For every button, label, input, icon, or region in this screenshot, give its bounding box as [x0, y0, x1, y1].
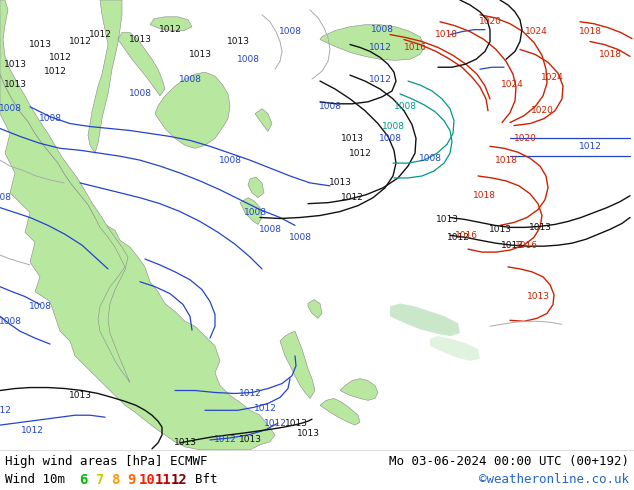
Text: 1012: 1012	[89, 30, 112, 39]
Text: 1008: 1008	[370, 25, 394, 34]
Text: 1020: 1020	[531, 106, 553, 115]
Text: 8: 8	[111, 473, 119, 487]
Text: Mo 03-06-2024 00:00 UTC (00+192): Mo 03-06-2024 00:00 UTC (00+192)	[389, 455, 629, 468]
Polygon shape	[150, 17, 192, 31]
Text: 1024: 1024	[501, 79, 524, 89]
Text: 1012: 1012	[579, 142, 602, 151]
Text: 1008: 1008	[0, 193, 11, 202]
Text: 1008: 1008	[39, 114, 61, 123]
Text: 7: 7	[95, 473, 103, 487]
Text: 1012: 1012	[349, 149, 372, 158]
Text: 1008: 1008	[29, 302, 51, 311]
Polygon shape	[88, 0, 122, 153]
Polygon shape	[118, 33, 165, 96]
Text: 1013: 1013	[4, 79, 27, 89]
Text: 1016: 1016	[515, 241, 538, 250]
Polygon shape	[390, 303, 460, 336]
Text: Bft: Bft	[195, 473, 217, 487]
Text: 1012: 1012	[0, 406, 11, 415]
Text: 10: 10	[139, 473, 155, 487]
Text: 1008: 1008	[0, 317, 22, 326]
Text: 1020: 1020	[479, 17, 501, 26]
Text: 1008: 1008	[378, 134, 401, 143]
Polygon shape	[0, 0, 130, 383]
Text: 1008: 1008	[382, 122, 404, 131]
Text: 1016: 1016	[403, 43, 427, 52]
Text: 1008: 1008	[179, 74, 202, 84]
Text: 1008: 1008	[236, 55, 259, 64]
Polygon shape	[430, 336, 480, 361]
Text: 1012: 1012	[158, 25, 181, 34]
Text: 1013: 1013	[340, 134, 363, 143]
Text: 1008: 1008	[288, 233, 311, 242]
Text: 1018: 1018	[598, 50, 621, 59]
Polygon shape	[255, 109, 272, 131]
Text: 1008: 1008	[394, 102, 417, 111]
Text: 1012: 1012	[238, 389, 261, 398]
Text: 1013: 1013	[238, 436, 261, 444]
Text: Wind 10m: Wind 10m	[5, 473, 65, 487]
Text: 1013: 1013	[174, 439, 197, 447]
Text: 1013: 1013	[328, 178, 351, 187]
Text: 1013: 1013	[500, 241, 524, 250]
Text: 1016: 1016	[455, 231, 477, 240]
Text: 1024: 1024	[541, 73, 564, 82]
Text: 1013: 1013	[29, 40, 51, 49]
Text: High wind areas [hPa] ECMWF: High wind areas [hPa] ECMWF	[5, 455, 207, 468]
Text: 1012: 1012	[49, 53, 72, 62]
Text: 1008: 1008	[243, 208, 266, 217]
Text: 1018: 1018	[434, 30, 458, 39]
Text: 1008: 1008	[129, 89, 152, 98]
Text: 1012: 1012	[340, 193, 363, 202]
Text: 1008: 1008	[0, 104, 22, 113]
Text: 1013: 1013	[68, 391, 91, 400]
Text: 1012: 1012	[68, 37, 91, 46]
Text: 1008: 1008	[418, 154, 441, 163]
Text: 11: 11	[155, 473, 171, 487]
Text: 1012: 1012	[214, 436, 236, 444]
Polygon shape	[320, 398, 360, 425]
Polygon shape	[280, 331, 315, 398]
Polygon shape	[340, 379, 378, 400]
Text: 1013: 1013	[4, 60, 27, 69]
Text: 1013: 1013	[188, 50, 212, 59]
Text: 1012: 1012	[44, 67, 67, 75]
Polygon shape	[320, 24, 425, 60]
Text: 1024: 1024	[524, 27, 547, 36]
Text: 1013: 1013	[129, 35, 152, 44]
Text: 1018: 1018	[578, 27, 602, 36]
Polygon shape	[240, 198, 262, 224]
Polygon shape	[155, 72, 230, 148]
Text: 1013: 1013	[526, 292, 550, 301]
Text: 12: 12	[171, 473, 188, 487]
Text: 1008: 1008	[259, 225, 281, 234]
Text: 1008: 1008	[278, 27, 302, 36]
Text: 1012: 1012	[368, 43, 391, 52]
Text: 1018: 1018	[495, 156, 517, 165]
Text: 1013: 1013	[436, 215, 458, 224]
Polygon shape	[0, 0, 275, 450]
Text: 1013: 1013	[529, 223, 552, 232]
Text: 1013: 1013	[285, 418, 307, 428]
Text: 9: 9	[127, 473, 135, 487]
Text: 6: 6	[79, 473, 87, 487]
Text: 1013: 1013	[226, 37, 250, 46]
Text: 1012: 1012	[368, 74, 391, 84]
Polygon shape	[308, 299, 322, 318]
Text: 1020: 1020	[514, 134, 536, 143]
Text: 1018: 1018	[472, 191, 496, 200]
Text: 1008: 1008	[318, 102, 342, 111]
Text: ©weatheronline.co.uk: ©weatheronline.co.uk	[479, 473, 629, 487]
Text: 1008: 1008	[219, 156, 242, 165]
Text: 1012: 1012	[20, 425, 44, 435]
Text: 1012: 1012	[254, 404, 276, 413]
Text: 1013: 1013	[489, 225, 512, 234]
Text: 1012: 1012	[264, 418, 287, 428]
Polygon shape	[248, 177, 264, 198]
Text: 1012: 1012	[446, 233, 469, 242]
Text: 1013: 1013	[297, 429, 320, 438]
